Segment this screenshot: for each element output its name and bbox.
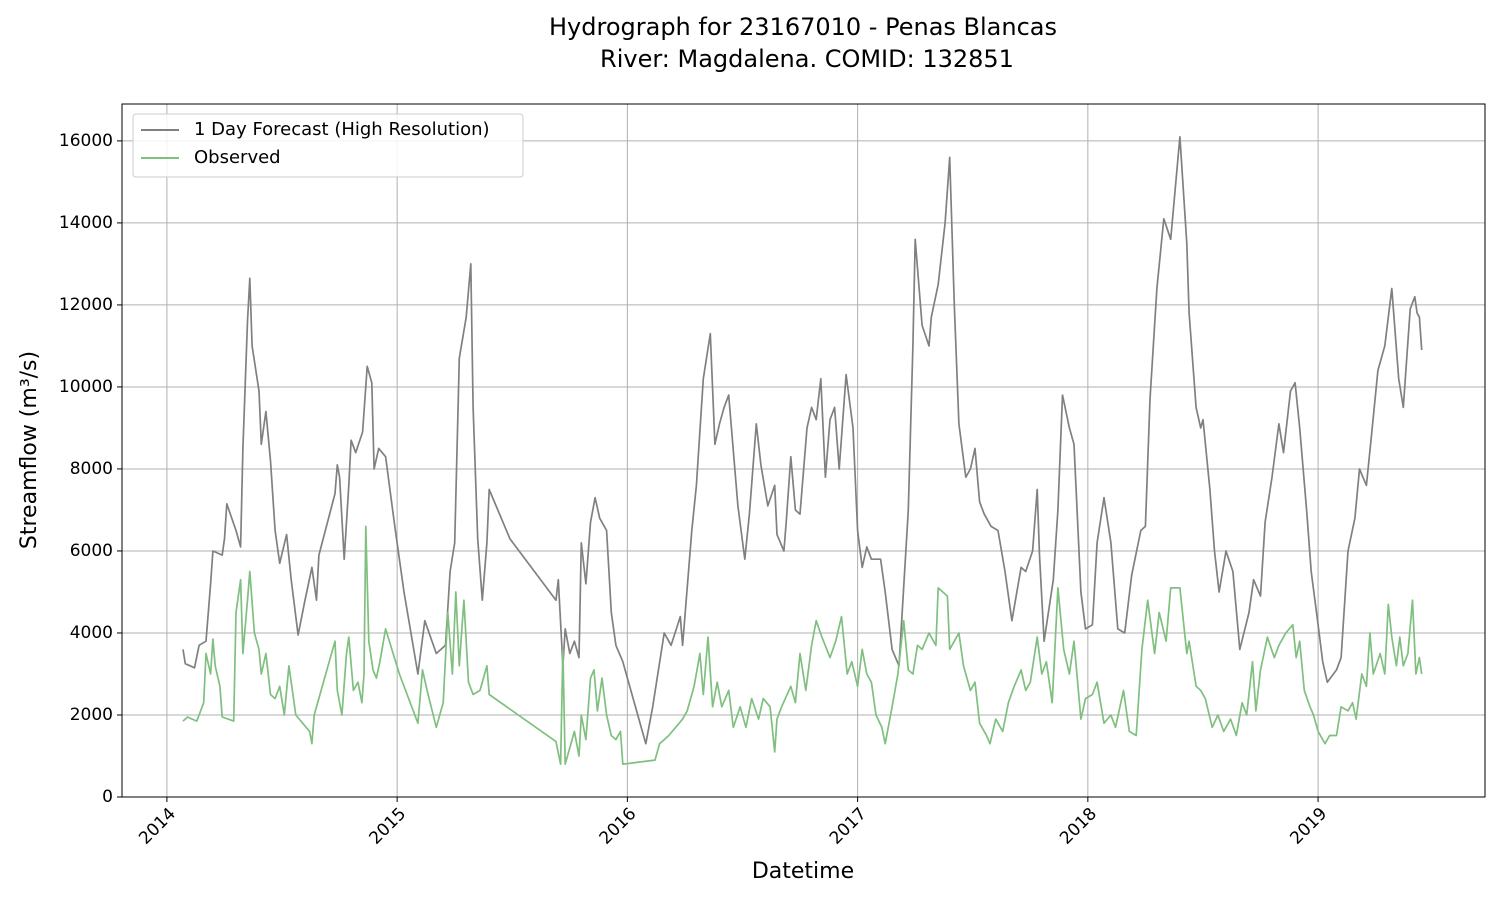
y-tick-label: 4000 — [70, 623, 113, 643]
x-tick-label: 2018 — [1056, 804, 1101, 849]
chart-subtitle: River: Magdalena. COMID: 132851 — [600, 45, 1014, 73]
y-tick-label: 0 — [102, 787, 113, 807]
legend-label: 1 Day Forecast (High Resolution) — [194, 119, 490, 140]
y-tick-label: 8000 — [70, 459, 113, 479]
y-tick-label: 12000 — [59, 295, 113, 315]
series-line — [182, 525, 1423, 766]
y-tick-label: 14000 — [59, 213, 113, 233]
legend-box — [132, 113, 524, 178]
plot-frame — [121, 103, 1486, 798]
legend-label: Observed — [194, 147, 281, 168]
x-tick-label: 2015 — [365, 804, 410, 849]
series-line — [182, 135, 1423, 745]
chart-title: Hydrograph for 23167010 - Penas Blancas — [549, 13, 1057, 41]
x-tick-label: 2014 — [135, 804, 180, 849]
x-tick-label: 2017 — [826, 804, 871, 849]
y-tick-label: 10000 — [59, 377, 113, 397]
y-axis-label: Streamflow (m³/s) — [17, 351, 42, 549]
x-tick-label: 2016 — [596, 804, 641, 849]
y-tick-label: 2000 — [70, 705, 113, 725]
x-tick-label: 2019 — [1286, 804, 1331, 849]
y-tick-label: 6000 — [70, 541, 113, 561]
y-tick-label: 16000 — [59, 131, 113, 151]
x-axis-label: Datetime — [752, 859, 854, 884]
